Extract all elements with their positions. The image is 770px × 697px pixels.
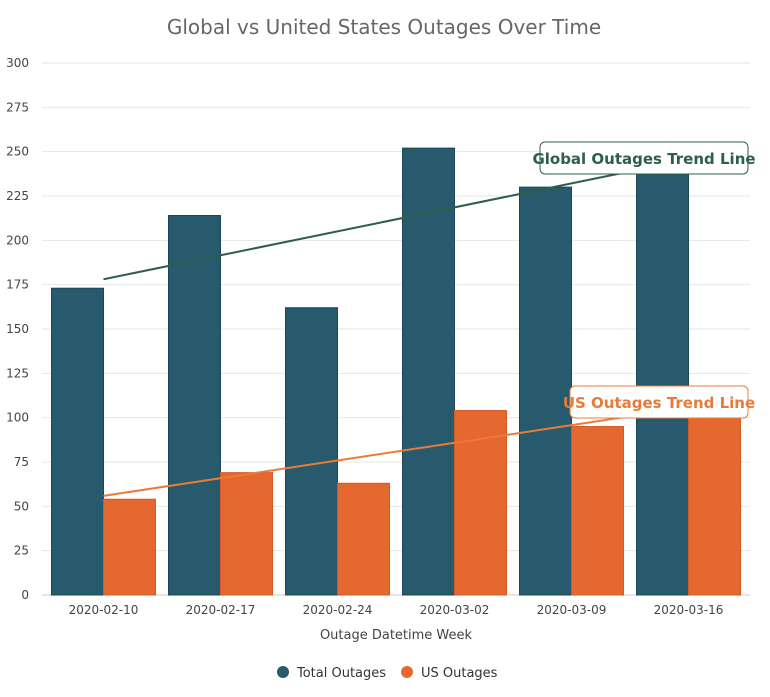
y-tick-label: 275	[6, 100, 29, 114]
trend-label-box	[539, 141, 749, 175]
y-tick-label: 100	[6, 411, 29, 425]
bar-us-outages	[103, 498, 156, 596]
chart-title: Global vs United States Outages Over Tim…	[167, 15, 601, 39]
trend-line	[103, 406, 689, 497]
bar-total-outages	[402, 147, 455, 596]
y-tick-label: 200	[6, 233, 29, 247]
y-tick-label: 75	[14, 455, 29, 469]
y-tick-label: 125	[6, 366, 29, 380]
legend-marker	[277, 666, 289, 678]
bar-us-outages	[688, 417, 741, 596]
trend-line-label: Global Outages Trend Line	[532, 141, 756, 175]
x-tick-label: 2020-03-02	[420, 603, 490, 617]
bar-total-outages	[519, 186, 572, 596]
bar-us-outages	[220, 472, 273, 596]
y-tick-label: 175	[6, 278, 29, 292]
trend-line	[103, 158, 689, 281]
y-tick-label: 225	[6, 189, 29, 203]
bar-total-outages	[51, 287, 104, 596]
x-tick-label: 2020-03-09	[537, 603, 607, 617]
y-tick-label: 0	[21, 588, 29, 602]
legend-item[interactable]: Total Outages	[277, 666, 386, 681]
legend-label: Total Outages	[296, 666, 386, 681]
x-tick-label: 2020-02-10	[69, 603, 139, 617]
x-tick-label: 2020-03-16	[654, 603, 724, 617]
legend-marker	[401, 666, 413, 678]
bar-total-outages	[285, 307, 338, 596]
y-tick-label: 50	[14, 499, 29, 513]
legend-item[interactable]: US Outages	[401, 666, 498, 681]
x-tick-label: 2020-02-24	[303, 603, 373, 617]
bar-total-outages	[168, 215, 221, 596]
trend-line-label: US Outages Trend Line	[563, 385, 755, 419]
legend-label: US Outages	[421, 666, 498, 681]
y-tick-label: 150	[6, 322, 29, 336]
y-tick-label: 25	[14, 544, 29, 558]
trend-label-text: Global Outages Trend Line	[532, 150, 755, 168]
bar-us-outages	[571, 426, 624, 596]
bar-total-outages	[636, 168, 689, 596]
x-axis-label: Outage Datetime Week	[320, 628, 473, 643]
trend-label-box	[569, 385, 749, 419]
y-tick-label: 300	[6, 56, 29, 70]
y-tick-label: 250	[6, 145, 29, 159]
bar-us-outages	[337, 482, 390, 596]
x-tick-label: 2020-02-17	[186, 603, 256, 617]
trend-label-text: US Outages Trend Line	[563, 394, 755, 412]
